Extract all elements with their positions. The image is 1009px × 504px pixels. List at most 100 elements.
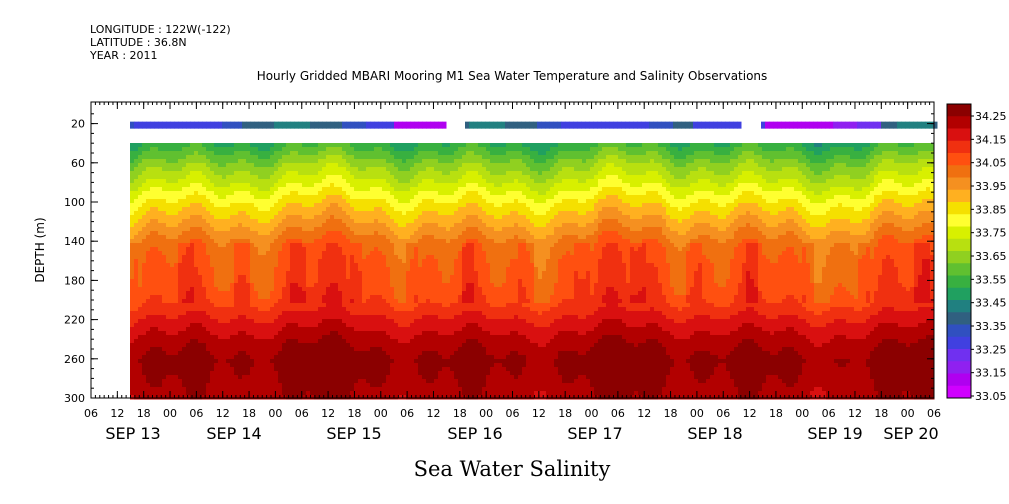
heatmap-cell [302, 163, 307, 168]
heatmap-cell [262, 143, 267, 148]
heatmap-cell [362, 121, 367, 129]
heatmap-cell [278, 151, 283, 156]
heatmap-cell [298, 191, 303, 196]
heatmap-cell [342, 395, 347, 400]
heatmap-cell [298, 327, 303, 332]
heatmap-cell [206, 171, 211, 176]
heatmap-cell [398, 283, 403, 288]
heatmap-cell [302, 275, 307, 280]
heatmap-cell [234, 387, 239, 392]
heatmap-cell [354, 235, 359, 240]
heatmap-cell [390, 279, 395, 284]
heatmap-cell [298, 171, 303, 176]
heatmap-cell [358, 203, 363, 208]
heatmap-cell [234, 211, 239, 216]
heatmap-cell [254, 187, 259, 192]
heatmap-cell [406, 275, 411, 280]
heatmap-cell [242, 223, 247, 228]
heatmap-cell [314, 375, 319, 380]
heatmap-cell [338, 391, 343, 396]
heatmap-cell [286, 279, 291, 284]
heatmap-cell [278, 175, 283, 180]
heatmap-cell [190, 303, 195, 308]
heatmap-cell [334, 375, 339, 380]
heatmap-cell [374, 231, 379, 236]
heatmap-cell [294, 255, 299, 260]
heatmap-cell [258, 335, 263, 340]
heatmap-cell [378, 387, 383, 392]
heatmap-cell [310, 327, 315, 332]
heatmap-cell [402, 295, 407, 300]
heatmap-cell [218, 147, 223, 152]
heatmap-cell [370, 223, 375, 228]
heatmap-cell [142, 163, 147, 168]
heatmap-cell [382, 347, 387, 352]
heatmap-cell [394, 163, 399, 168]
heatmap-cell [422, 363, 427, 368]
heatmap-cell [166, 287, 171, 292]
heatmap-cell [350, 347, 355, 352]
heatmap-cell [330, 327, 335, 332]
heatmap-cell [218, 159, 223, 164]
heatmap-cell [298, 359, 303, 364]
heatmap-cell [262, 199, 267, 204]
heatmap-cell [226, 121, 231, 129]
heatmap-cell [418, 343, 423, 348]
heatmap-cell [202, 151, 207, 156]
heatmap-cell [210, 279, 215, 284]
heatmap-cell [350, 315, 355, 320]
heatmap-cell [282, 219, 287, 224]
heatmap-cell [194, 291, 199, 296]
heatmap-cell [282, 191, 287, 196]
heatmap-cell [406, 327, 411, 332]
heatmap-cell [266, 267, 271, 272]
heatmap-cell [250, 279, 255, 284]
heatmap-cell [194, 355, 199, 360]
heatmap-cell [422, 339, 427, 344]
heatmap-cell [326, 121, 331, 129]
heatmap-cell [162, 379, 167, 384]
heatmap-cell [318, 315, 323, 320]
heatmap-cell [182, 283, 187, 288]
heatmap-cell [150, 271, 155, 276]
heatmap-cell [238, 303, 243, 308]
heatmap-cell [246, 227, 251, 232]
heatmap-cell [326, 283, 331, 288]
heatmap-cell [246, 259, 251, 264]
heatmap-cell [406, 159, 411, 164]
heatmap-cell [318, 163, 323, 168]
heatmap-cell [917, 121, 922, 129]
heatmap-cell [170, 335, 175, 340]
heatmap-cell [194, 327, 199, 332]
heatmap-cell [302, 155, 307, 160]
heatmap-cell [270, 263, 275, 268]
heatmap-cell [138, 159, 143, 164]
heatmap-cell [378, 335, 383, 340]
heatmap-cell [270, 299, 275, 304]
heatmap-cell [162, 219, 167, 224]
heatmap-cell [378, 207, 383, 212]
heatmap-cell [557, 121, 562, 129]
heatmap-cell [182, 391, 187, 396]
heatmap-cell [374, 311, 379, 316]
heatmap-cell [158, 307, 163, 312]
heatmap-cell [234, 219, 239, 224]
heatmap-cell [182, 187, 187, 192]
heatmap-cell [154, 179, 159, 184]
heatmap-cell [210, 187, 215, 192]
heatmap-cell [374, 199, 379, 204]
heatmap-cell [254, 121, 259, 129]
heatmap-cell [274, 167, 279, 172]
heatmap-cell [158, 339, 163, 344]
heatmap-cell [206, 363, 211, 368]
heatmap-cell [218, 359, 223, 364]
heatmap-cell [314, 211, 319, 216]
heatmap-cell [138, 331, 143, 336]
heatmap-cell [210, 255, 215, 260]
heatmap-cell [366, 363, 371, 368]
heatmap-cell [326, 267, 331, 272]
heatmap-cell [210, 355, 215, 360]
heatmap-cell [390, 363, 395, 368]
heatmap-cell [202, 267, 207, 272]
heatmap-cell [298, 207, 303, 212]
